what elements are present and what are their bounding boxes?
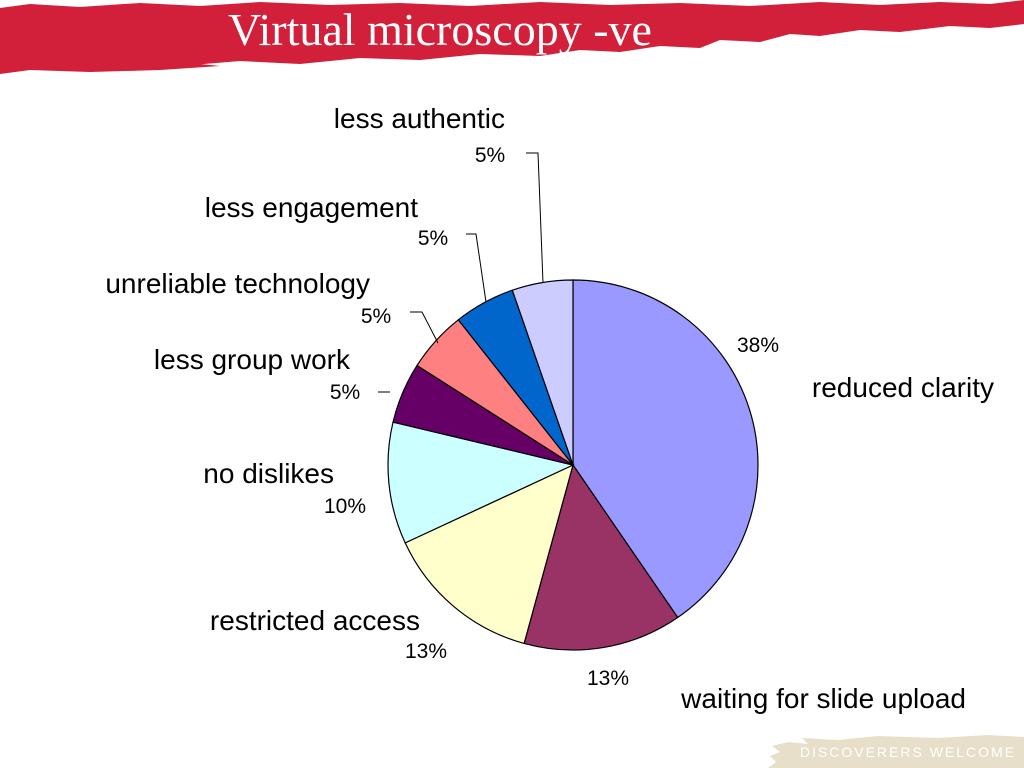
pie-slice-less-authentic [511,279,574,466]
data-label-less-group-work: 5% [330,381,360,404]
data-label-restricted-access: 13% [405,640,447,663]
data-label-less-authentic: 5% [475,144,505,167]
category-label-no-dislikes: no dislikes [203,458,334,489]
slice-labels: 38% reduced clarity 13% waiting for slide u… [105,103,994,714]
footer-text: DISCOVERERS WELCOME [800,744,1016,760]
slide-title: Virtual microscopy -ve [228,4,652,55]
category-label-less-group-work: less group work [154,344,351,375]
category-label-restricted-access: restricted access [210,605,420,636]
category-label-unreliable-technology: unreliable technology [105,268,370,299]
pie-slices [387,279,759,651]
leader-line-unreliable-technology [410,311,439,344]
pie-slice-no-dislikes [387,421,575,544]
category-label-waiting-for-slide-upload: waiting for slide upload [680,683,966,714]
pie-slice-reduced-clarity [572,279,759,619]
data-label-unreliable-technology: 5% [361,305,391,328]
data-label-no-dislikes: 10% [324,495,366,518]
title-banner [0,0,1024,74]
leader-line-less-engagement [466,233,487,303]
data-label-less-engagement: 5% [418,227,448,250]
leader-lines [378,152,544,393]
data-label-reduced-clarity: 38% [737,334,779,357]
pie-slice-waiting-for-slide-upload [523,463,679,651]
category-label-less-authentic: less authentic [334,103,505,134]
category-label-less-engagement: less engagement [205,192,418,223]
banner-streak [0,58,220,74]
leader-line-less-authentic [526,152,544,284]
pie-slice-restricted-access [404,463,574,645]
data-label-waiting-for-slide-upload: 13% [587,667,629,690]
category-label-reduced-clarity: reduced clarity [812,372,994,403]
footer-badge: DISCOVERERS WELCOME [768,735,1024,768]
footer-shape [768,735,1024,768]
banner-shape [0,0,1024,66]
